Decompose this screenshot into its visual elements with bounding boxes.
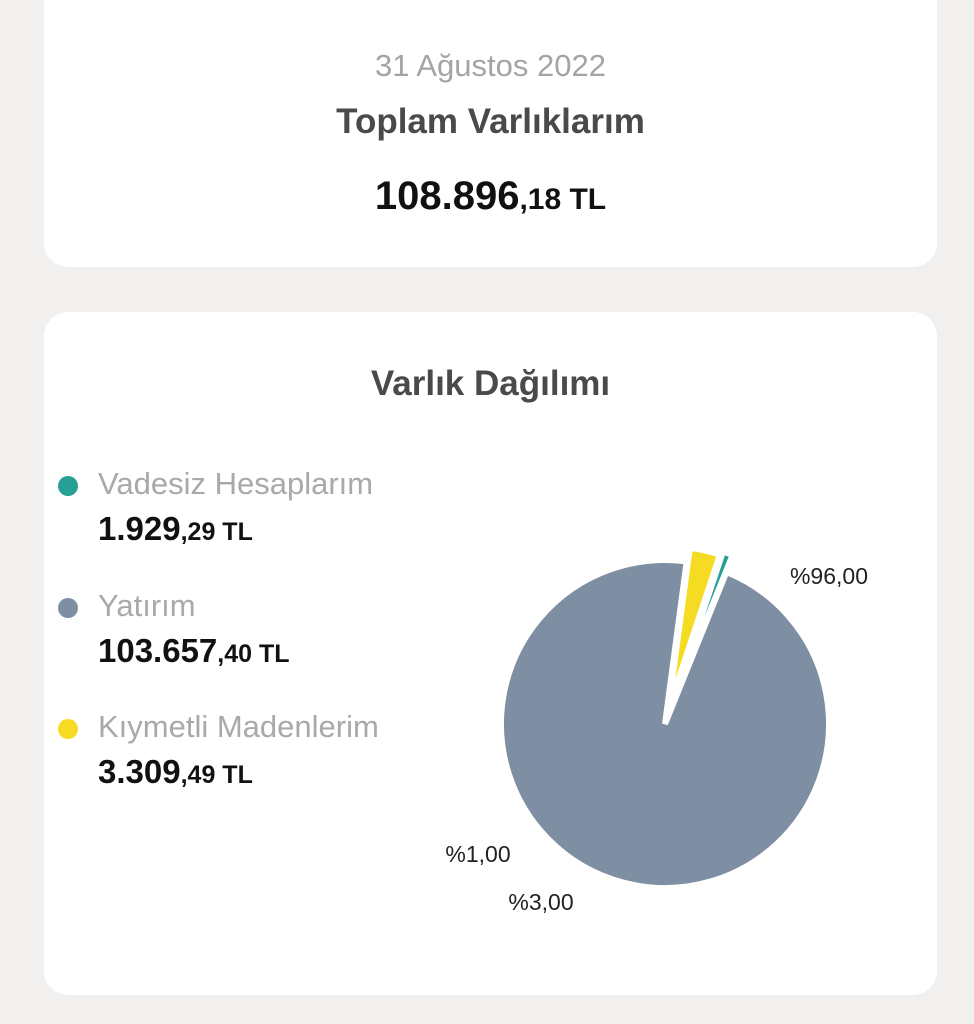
legend-dot-icon bbox=[58, 598, 78, 618]
legend-item-name: Kıymetli Madenlerim bbox=[98, 709, 379, 744]
legend-item-amount: 1.929,29 TL bbox=[98, 510, 253, 548]
pie-slice-vadesiz-hesaplar-m[interactable] bbox=[668, 547, 737, 709]
asset-distribution-pie-chart: %96,00 %1,00 %3,00 bbox=[445, 544, 868, 915]
legend-amount-main: 1.929 bbox=[98, 510, 181, 547]
asset-distribution-title: Varlık Dağılımı bbox=[370, 364, 611, 403]
legend-amount-main: 3.309 bbox=[98, 753, 181, 790]
total-assets-amount: 108.896,18 TL bbox=[44, 174, 937, 219]
pie-label: %96,00 bbox=[790, 563, 868, 589]
legend-item-name: Vadesiz Hesaplarım bbox=[98, 466, 374, 501]
legend-amount-fraction: ,29 TL bbox=[180, 518, 253, 546]
legend-amount-main: 103.657 bbox=[98, 632, 218, 669]
legend-item-amount: 103.657,40 TL bbox=[98, 632, 290, 670]
legend-amount-fraction: ,40 TL bbox=[217, 640, 290, 668]
total-assets-title: Toplam Varlıklarım bbox=[336, 102, 645, 141]
legend-dot-icon bbox=[58, 476, 78, 496]
total-amount-fraction: ,18 TL bbox=[519, 183, 607, 216]
legend-item-name: Yatırım bbox=[98, 588, 196, 623]
legend-item-amount: 3.309,49 TL bbox=[98, 753, 253, 791]
total-amount-main: 108.896 bbox=[374, 174, 520, 218]
pie-label: %1,00 bbox=[445, 841, 510, 867]
total-assets-card: 31 Ağustos 2022 Toplam Varlıklarım 108.8… bbox=[44, 0, 937, 267]
legend-amount-fraction: ,49 TL bbox=[180, 761, 253, 789]
pie-label: %3,00 bbox=[508, 889, 573, 915]
asset-distribution-card: Varlık Dağılımı Vadesiz Hesaplarım 1.929… bbox=[44, 312, 937, 995]
pie-slice-yat-r-m[interactable] bbox=[498, 557, 832, 891]
legend-dot-icon bbox=[58, 719, 78, 739]
summary-date: 31 Ağustos 2022 bbox=[375, 48, 606, 83]
